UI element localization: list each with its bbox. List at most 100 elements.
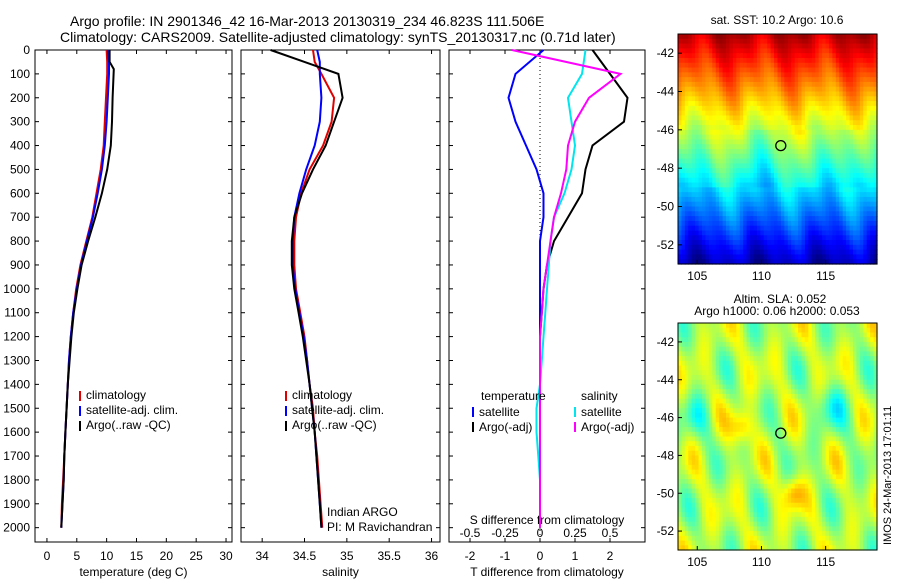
map-cell <box>750 445 755 452</box>
map-cell <box>708 259 713 265</box>
map-cell <box>798 240 803 246</box>
map-cell <box>702 379 707 386</box>
map-cell <box>698 192 703 198</box>
map-cell <box>839 149 844 155</box>
map-cell <box>825 105 830 112</box>
map-cell <box>767 192 772 198</box>
map-cell <box>852 67 858 73</box>
map-cell <box>708 323 713 329</box>
map-cell <box>695 96 700 102</box>
map-cell <box>698 254 703 260</box>
map-cell <box>808 360 813 367</box>
map-cell <box>780 211 785 217</box>
map-cell <box>770 341 775 348</box>
map-cell <box>804 249 809 256</box>
map-cell <box>763 540 768 546</box>
map-cell <box>770 464 775 471</box>
map-cell <box>774 139 779 145</box>
map-cell <box>767 220 772 227</box>
map-cell <box>753 34 758 40</box>
map-cell <box>719 379 724 386</box>
map-cell <box>746 244 751 251</box>
map-cell <box>729 356 734 362</box>
map-cell <box>691 408 696 414</box>
map-cell <box>774 436 779 442</box>
map-cell <box>780 163 785 169</box>
map-cell <box>777 43 782 49</box>
map-cell <box>804 497 809 504</box>
map-cell <box>784 53 789 59</box>
map-cell <box>839 211 844 217</box>
map-cell <box>794 483 799 490</box>
map-cell <box>780 450 785 457</box>
map-cell <box>695 211 700 217</box>
map-cell <box>825 172 830 179</box>
map-cell <box>811 332 816 338</box>
map-cell <box>767 115 772 121</box>
map-cell <box>801 417 806 423</box>
map-cell <box>750 408 755 414</box>
map-cell <box>688 379 693 386</box>
map-cell <box>691 545 696 551</box>
map-cell <box>767 125 772 131</box>
map-cell <box>842 53 847 59</box>
map-cell <box>681 460 686 466</box>
map-cell <box>808 327 813 334</box>
map-cell <box>732 427 737 433</box>
map-cell <box>736 479 741 485</box>
map-cell <box>736 431 741 438</box>
map-cell <box>787 436 792 442</box>
map-cell <box>688 464 693 471</box>
map-cell <box>770 254 775 260</box>
map-cell <box>750 53 755 59</box>
map-cell <box>732 220 737 227</box>
map-cell <box>750 540 755 546</box>
map-cell <box>811 48 816 54</box>
ytick-label: 600 <box>10 186 30 200</box>
map-cell <box>702 81 707 88</box>
map-cell <box>695 230 700 236</box>
map-cell <box>719 497 724 504</box>
map-cell <box>736 545 741 551</box>
map-cell <box>815 375 820 381</box>
map-cell <box>712 479 717 485</box>
map-cell <box>798 346 803 352</box>
map-cell <box>777 450 782 457</box>
map-cell <box>702 526 707 532</box>
map-cell <box>743 149 748 155</box>
map-cell <box>828 125 833 131</box>
map-cell <box>756 427 761 433</box>
map-cell <box>794 417 799 423</box>
map-cell <box>678 474 683 480</box>
map-cell <box>835 96 840 102</box>
map-cell <box>811 450 816 457</box>
map-cell <box>726 134 731 141</box>
map-cell <box>684 417 689 423</box>
map-cell <box>712 384 717 390</box>
map-cell <box>832 220 837 227</box>
map-cell <box>770 450 775 457</box>
map-cell <box>678 427 683 433</box>
map-cell <box>681 259 686 265</box>
map-cell <box>681 115 686 121</box>
map-cell <box>712 168 717 174</box>
map-cell <box>688 512 693 518</box>
map-cell <box>719 531 724 537</box>
map-cell <box>688 540 693 546</box>
map-cell <box>702 531 707 537</box>
map-cell <box>808 375 813 381</box>
figure-title-line1: Argo profile: IN 2901346_42 16-Mar-2013 … <box>70 13 544 29</box>
map-cell <box>712 134 717 141</box>
map-cell <box>691 235 696 241</box>
map-cell <box>774 493 779 499</box>
map-cell <box>822 216 827 222</box>
map-cell <box>763 81 768 88</box>
xtick-s-label: 0.5 <box>602 526 619 540</box>
map-cell <box>815 225 820 232</box>
map-cell <box>798 365 803 371</box>
map-cell <box>794 469 799 475</box>
map-cell <box>763 389 768 395</box>
map-cell <box>780 62 785 69</box>
map-cell <box>715 220 720 227</box>
